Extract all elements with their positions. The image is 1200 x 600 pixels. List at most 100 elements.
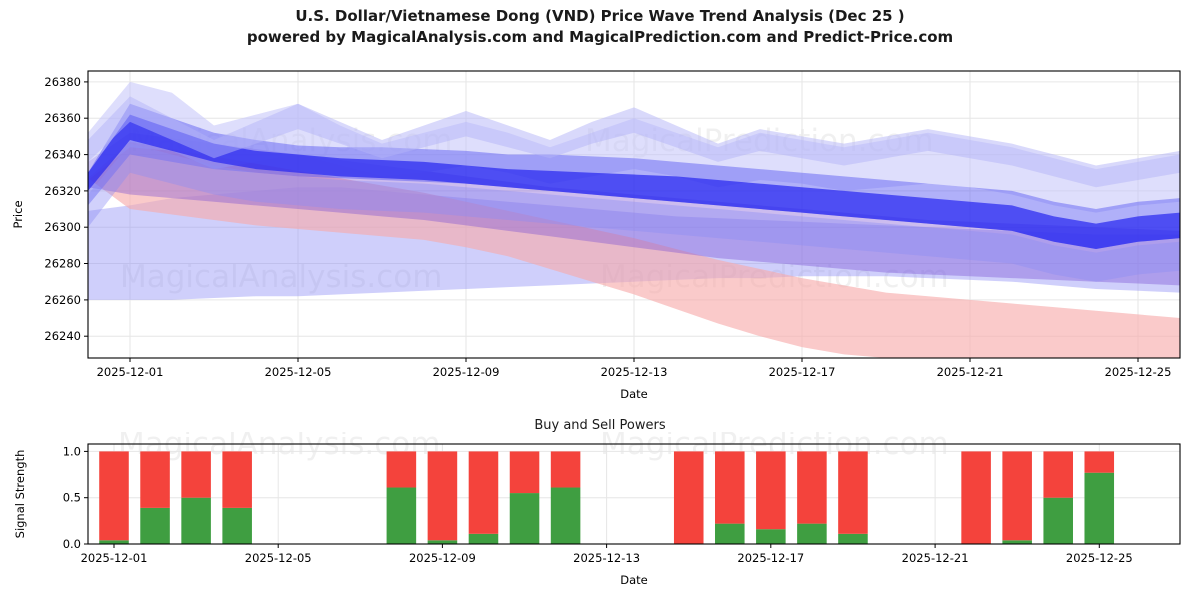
- mask-right: [1180, 55, 1200, 410]
- y-tick-label: 26360: [44, 111, 81, 125]
- wave-band-upper-wave-ripple: [88, 96, 1180, 188]
- x-tick-label: 2025-12-09: [433, 365, 500, 379]
- wave-band-pale-red-trend-band: [88, 141, 1180, 358]
- bar-segment-sell: [386, 451, 417, 488]
- page-title: U.S. Dollar/Vietnamese Dong (VND) Price …: [0, 6, 1200, 48]
- x-tick-label: 2025-12-01: [97, 365, 164, 379]
- price-wave-panel: MagicalAnalysis.comMagicalPrediction.com…: [0, 55, 1200, 410]
- bar-segment-sell: [756, 451, 786, 530]
- y-tick-label: 26320: [44, 184, 81, 198]
- bar-column: [1002, 451, 1032, 544]
- mask-top: [0, 55, 1200, 71]
- bar-column: [509, 451, 540, 544]
- x-tick-label: 2025-12-01: [81, 551, 148, 565]
- bar-segment-sell: [838, 451, 868, 534]
- bar-segment-buy: [181, 497, 211, 544]
- bar-segment-buy: [386, 487, 417, 544]
- x-tick-label: 2025-12-21: [937, 365, 1004, 379]
- bar-column: [1043, 451, 1073, 544]
- bar-segment-buy: [509, 493, 540, 544]
- bar-group: [99, 451, 1115, 544]
- price-wave-svg: MagicalAnalysis.comMagicalPrediction.com…: [0, 55, 1200, 410]
- wave-band-deep-blue-core-band: [88, 114, 1180, 250]
- wave-bands: [88, 81, 1180, 358]
- title-line-2: powered by MagicalAnalysis.com and Magic…: [246, 28, 954, 46]
- bar-segment-buy: [838, 533, 868, 544]
- x-axis-label: Date: [620, 387, 648, 401]
- bar-segment-buy: [1043, 497, 1073, 544]
- bar-segment-buy: [99, 540, 129, 544]
- bar-segment-buy: [468, 533, 499, 544]
- bar-segment-buy: [550, 487, 581, 544]
- x-tick-label: 2025-12-09: [409, 551, 476, 565]
- bar-segment-buy: [140, 507, 170, 544]
- bar-segment-sell: [1002, 451, 1032, 541]
- bar-column: [427, 451, 458, 544]
- bar-segment-sell: [468, 451, 499, 534]
- bar-segment-buy: [715, 523, 745, 544]
- wave-band-light-blue-lower-envelope: [88, 143, 1180, 282]
- x-tick-label: 2025-12-25: [1105, 365, 1172, 379]
- bar-segment-sell: [509, 451, 540, 494]
- x-axis: 2025-12-01 2025-12-05 2025-12-09 2025-12-13…: [97, 358, 1172, 379]
- x-tick-label: 2025-12-13: [573, 551, 640, 565]
- bar-segment-sell: [797, 451, 827, 524]
- mask-left: [0, 55, 88, 410]
- y-tick-label: 26380: [44, 75, 81, 89]
- x-tick-label: 2025-12-05: [245, 551, 312, 565]
- y-tick-label: 0.5: [63, 491, 81, 505]
- bar-segment-buy: [1002, 540, 1032, 544]
- y-axis: 0.0 0.5 1.0: [63, 444, 88, 551]
- y-tick-label: 1.0: [63, 444, 81, 458]
- bar-column: [838, 451, 868, 544]
- plot-mask: [0, 55, 1200, 410]
- x-tick-label: 2025-12-17: [737, 551, 804, 565]
- bar-segment-sell: [222, 451, 252, 508]
- plot-frame: [87, 443, 1181, 545]
- y-tick-label: 26260: [44, 293, 81, 307]
- bar-segment-sell: [673, 451, 704, 544]
- bar-segment-sell: [1043, 451, 1073, 498]
- bar-column: [797, 451, 827, 544]
- x-tick-label: 2025-12-17: [769, 365, 836, 379]
- y-axis-label: Price: [11, 200, 25, 228]
- y-tick-label: 0.0: [63, 537, 81, 551]
- bar-column: [756, 451, 786, 544]
- bar-column: [222, 451, 252, 544]
- bar-column: [468, 451, 499, 544]
- x-axis: 2025-12-01 2025-12-05 2025-12-09 2025-12-13…: [81, 544, 1133, 565]
- x-tick-label: 2025-12-13: [601, 365, 668, 379]
- y-tick-label: 26240: [44, 329, 81, 343]
- bar-segment-sell: [715, 451, 745, 524]
- x-tick-label: 2025-12-05: [265, 365, 332, 379]
- y-axis: 26240 26260 26280 26300 26320 26340 26360 26380: [44, 75, 88, 343]
- y-axis-label: Signal Strength: [13, 450, 27, 539]
- bar-column: [140, 451, 170, 544]
- wave-band-pale-blue-upper-envelope: [88, 81, 1180, 213]
- bar-segment-buy: [222, 507, 252, 544]
- buy-sell-svg: MagicalAnalysis.com MagicalPrediction.com…: [13, 432, 1181, 587]
- y-tick-label: 26340: [44, 148, 81, 162]
- bar-segment-sell: [1084, 451, 1115, 473]
- y-tick-label: 26280: [44, 257, 81, 271]
- bar-column: [181, 451, 211, 544]
- bar-segment-sell: [427, 451, 458, 541]
- bar-column: [386, 451, 417, 544]
- bar-segment-sell: [99, 451, 129, 541]
- mask-bottom: [0, 358, 1200, 410]
- bar-segment-sell: [181, 451, 211, 498]
- bar-segment-sell: [140, 451, 170, 508]
- bar-segment-buy: [427, 540, 458, 544]
- bar-column: [673, 451, 704, 544]
- x-tick-label: 2025-12-21: [902, 551, 969, 565]
- bar-segment-sell: [550, 451, 581, 488]
- bar-segment-buy: [1084, 472, 1115, 544]
- y-tick-label: 26300: [44, 220, 81, 234]
- x-tick-label: 2025-12-25: [1066, 551, 1133, 565]
- buy-sell-panel: MagicalAnalysis.com MagicalPrediction.com…: [0, 432, 1200, 600]
- bar-column: [1084, 451, 1115, 544]
- watermark-text: MagicalAnalysis.com: [120, 259, 442, 295]
- bar-segment-buy: [756, 529, 786, 544]
- bar-segment-buy: [797, 523, 827, 544]
